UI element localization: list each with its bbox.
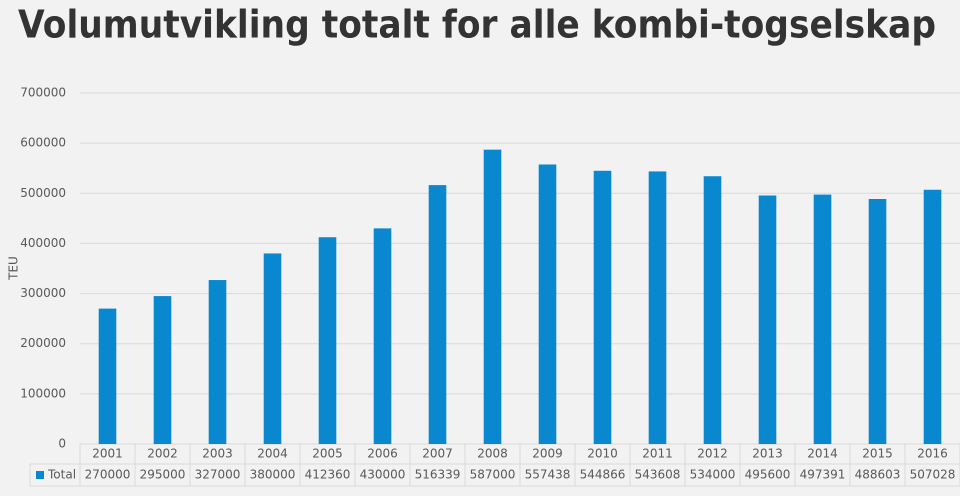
- table-value: 516339: [415, 468, 461, 482]
- table-value: 430000: [360, 468, 406, 482]
- y-tick-label: 400000: [20, 236, 66, 250]
- bar: [318, 237, 337, 444]
- table-value: 557438: [525, 468, 571, 482]
- table-value: 497391: [800, 468, 846, 482]
- table-value: 544866: [580, 468, 626, 482]
- bar: [538, 164, 557, 444]
- bar: [428, 185, 447, 444]
- x-tick-label: 2006: [367, 447, 398, 461]
- x-tick-label: 2002: [147, 447, 178, 461]
- x-tick-label: 2008: [477, 447, 508, 461]
- table-cell: [904, 463, 960, 487]
- table-value: 543608: [635, 468, 681, 482]
- x-tick-label: 2012: [697, 447, 728, 461]
- x-tick-label: 2005: [312, 447, 343, 461]
- x-tick-label: 2009: [532, 447, 563, 461]
- bar: [648, 171, 667, 444]
- table-value: 327000: [195, 468, 241, 482]
- bar: [208, 280, 227, 444]
- y-tick-label: 200000: [20, 336, 66, 350]
- table-value: 295000: [140, 468, 186, 482]
- x-tick-label: 2001: [92, 447, 123, 461]
- bar: [593, 170, 612, 444]
- x-tick-label: 2011: [642, 447, 673, 461]
- table-value: 270000: [85, 468, 131, 482]
- bar: [373, 228, 392, 444]
- y-tick-label: 0: [58, 437, 66, 451]
- table-value: 587000: [470, 468, 516, 482]
- x-tick-label: 2013: [752, 447, 783, 461]
- table-value: 495600: [745, 468, 791, 482]
- bar: [923, 189, 942, 444]
- table-value: 488603: [855, 468, 901, 482]
- x-tick-label: 2003: [202, 447, 233, 461]
- y-tick-label: 600000: [20, 136, 66, 150]
- bar: [813, 194, 832, 444]
- chart-title: Volumutvikling totalt for alle kombi-tog…: [18, 3, 936, 47]
- x-tick-label: 2016: [917, 447, 948, 461]
- y-tick-label: 700000: [20, 86, 66, 100]
- x-tick-label: 2004: [257, 447, 288, 461]
- bar: [758, 195, 777, 444]
- y-axis-label: TEU: [7, 256, 21, 281]
- x-tick-label: 2007: [422, 447, 453, 461]
- table-value: 534000: [690, 468, 736, 482]
- bar: [483, 149, 502, 444]
- bar: [868, 199, 887, 444]
- x-tick-label: 2015: [862, 447, 893, 461]
- bar: [98, 308, 117, 444]
- table-value: 380000: [250, 468, 296, 482]
- bar: [153, 296, 172, 444]
- y-tick-label: 300000: [20, 286, 66, 300]
- table-value: 507028: [910, 468, 956, 482]
- legend-swatch: [36, 471, 44, 479]
- bar: [703, 176, 722, 445]
- x-tick-label: 2010: [587, 447, 618, 461]
- bar: [263, 253, 282, 444]
- table-value: 412360: [305, 468, 351, 482]
- x-tick-label: 2014: [807, 447, 838, 461]
- y-tick-label: 100000: [20, 386, 66, 400]
- legend-label: Total: [47, 468, 76, 482]
- y-tick-label: 500000: [20, 186, 66, 200]
